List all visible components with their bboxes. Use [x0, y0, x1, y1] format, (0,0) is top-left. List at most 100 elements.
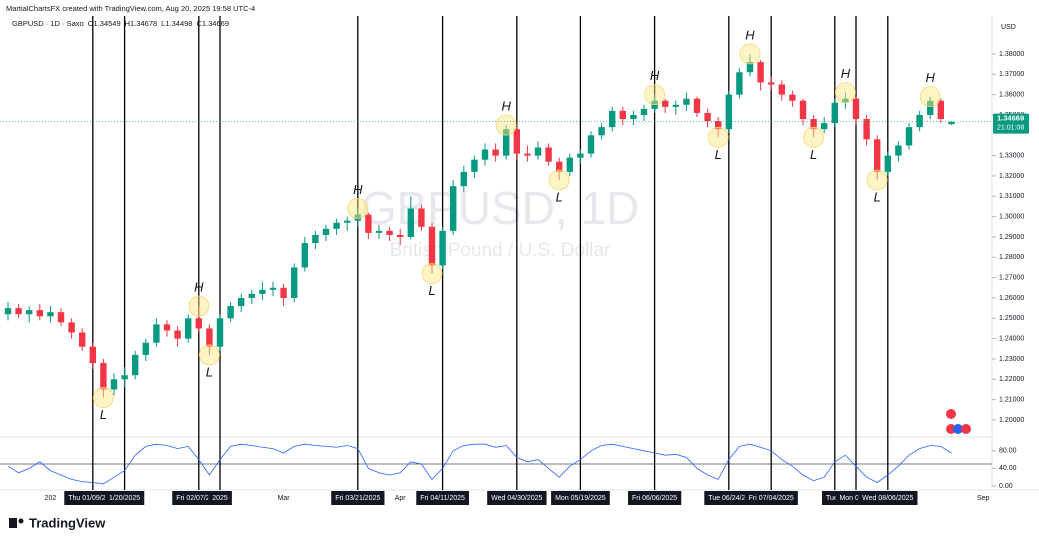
price-tick-label: 1.30000 — [999, 213, 1024, 220]
candle-body — [375, 230, 383, 233]
date-label: Wed 08/06/2025 — [858, 491, 918, 505]
osc-tick-label: 40.00 — [999, 465, 1017, 472]
pivot-label: H — [841, 66, 851, 81]
date-label-bg — [744, 491, 798, 505]
price-tick-label: 1.23000 — [999, 356, 1024, 363]
ohlc-value: L1.34498 — [161, 19, 192, 28]
candle-body — [662, 100, 669, 107]
candle-body — [852, 98, 860, 120]
price-tick-label: 1.22000 — [999, 376, 1024, 383]
candle-body — [577, 153, 584, 158]
pivot-highlight — [347, 198, 369, 219]
pivot-label: L — [874, 189, 881, 204]
candle-body — [89, 346, 96, 364]
time-label: Apr — [395, 495, 407, 502]
candle-body — [407, 208, 414, 237]
candle-body — [492, 149, 499, 156]
symbol-info: GBPUSD · 1D · Saxo O1.34549 H1.34678 L1.344… — [12, 19, 229, 28]
candle-body — [153, 324, 160, 343]
candle-body — [312, 234, 319, 244]
date-label: 2025 — [208, 491, 232, 505]
pivot-highlight — [835, 82, 856, 103]
pivot-label: L — [556, 189, 563, 204]
candle-body — [948, 121, 955, 125]
price-tick-label: 1.21000 — [999, 396, 1024, 403]
candle-body — [4, 308, 12, 315]
candle-body — [513, 129, 520, 154]
pivot-label: L — [206, 364, 213, 379]
event-flag — [961, 424, 971, 434]
candle-body — [418, 208, 425, 227]
date-label-text: Fri 03/21/2025 — [335, 495, 380, 502]
pivot-highlight — [188, 295, 210, 317]
time-label: 202 — [45, 495, 57, 502]
candle-body — [79, 332, 86, 347]
marker-lines — [92, 16, 889, 490]
brand-logo — [9, 518, 17, 528]
date-label-text: 2025 — [212, 495, 228, 502]
price-tick-label: 1.28000 — [999, 254, 1024, 261]
ohlc-value: O1.34549 — [88, 19, 121, 28]
date-label: Mon 05/19/2025 — [551, 491, 610, 505]
candle-body — [778, 84, 785, 95]
candle-body — [566, 157, 573, 172]
date-label-text: Mon 05/19/2025 — [555, 495, 606, 502]
candle-body — [216, 318, 224, 347]
candle-body — [354, 214, 361, 221]
pivot-label: L — [100, 407, 107, 422]
candle-body — [736, 72, 743, 95]
price-tick-label: 1.29000 — [999, 234, 1024, 241]
candle-body — [344, 220, 351, 223]
candle-body — [905, 127, 913, 146]
date-label-text: Tue 0 — [826, 495, 844, 502]
pivot-highlight — [548, 169, 570, 191]
candle-body — [365, 214, 372, 233]
pivot-highlight — [739, 43, 761, 65]
candle-body — [333, 222, 340, 229]
date-label: Tue 06/24/20 — [704, 491, 754, 505]
price-badge: 1.34669 — [997, 114, 1024, 123]
date-label-bg — [416, 491, 470, 505]
brand-logo — [18, 518, 24, 524]
candle-body — [26, 310, 33, 315]
watermark-sub: British Pound / U.S. Dollar — [390, 240, 611, 261]
candle-body — [556, 161, 563, 172]
candle-body — [693, 98, 701, 113]
candle-body — [746, 62, 754, 73]
price-badge-bg — [993, 113, 1029, 134]
event-flag — [953, 424, 963, 434]
candle-body — [450, 186, 457, 231]
candle-body — [789, 94, 796, 101]
candle-body — [248, 293, 255, 298]
candle-body — [895, 145, 902, 156]
candle-body — [545, 147, 552, 162]
candle-body — [259, 289, 266, 294]
candle-body — [587, 135, 595, 154]
candle-body — [481, 149, 489, 160]
candle-body — [683, 98, 690, 105]
candle-body — [386, 230, 393, 235]
candle-body — [534, 147, 542, 156]
event-flag — [946, 409, 956, 419]
ohlc-value: H1.34678 — [125, 19, 158, 28]
pivot-label: H — [353, 182, 363, 197]
date-label-text: Wed 08/06/2025 — [862, 495, 913, 502]
brand-name: TradingView — [29, 515, 106, 530]
date-label: Wed 04/30/2025 — [487, 491, 547, 505]
date-label-text: Fri 07/04/2025 — [749, 495, 794, 502]
candle-body — [609, 110, 616, 128]
candle-body — [725, 94, 732, 130]
candle-body — [397, 234, 404, 237]
candle-body — [174, 330, 181, 339]
candle-body — [927, 100, 934, 115]
candle-body — [227, 306, 234, 319]
candle-body — [640, 108, 648, 115]
pivot-label: L — [810, 147, 817, 162]
date-label-text: Fri 06/06/2025 — [632, 495, 677, 502]
candle-body — [768, 82, 775, 85]
candle-body — [195, 318, 202, 329]
pivot-highlight — [866, 169, 888, 191]
pivot-label: H — [194, 280, 204, 295]
